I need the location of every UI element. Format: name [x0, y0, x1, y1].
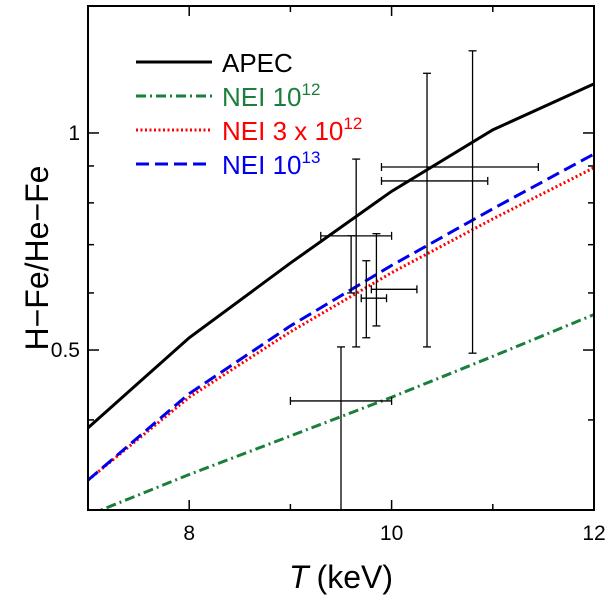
legend-label-2: NEI 3 x 1012 — [222, 114, 362, 146]
x-tick-label: 10 — [380, 522, 403, 545]
x-axis-label: T (keV) — [289, 559, 393, 595]
y-axis-label: H−Fe/He−Fe — [19, 166, 55, 351]
plot-frame — [87, 5, 595, 511]
data-point-8 — [468, 50, 477, 354]
data-point-3 — [370, 233, 418, 327]
x-tick-label: 12 — [582, 522, 605, 545]
data-point-5 — [423, 72, 432, 348]
series-line-3 — [88, 152, 594, 482]
legend-label-3: NEI 1013 — [222, 148, 320, 180]
data-points — [289, 50, 539, 510]
data-point-1 — [352, 158, 361, 348]
x-axis-label-var: T — [289, 559, 311, 595]
data-point-4 — [320, 231, 393, 294]
legend-label-0: APEC — [222, 48, 293, 78]
legend-label-1: NEI 1012 — [222, 80, 320, 112]
y-tick-label: 1 — [68, 122, 80, 145]
data-point-6 — [380, 163, 539, 172]
series-line-2 — [88, 166, 594, 482]
x-axis-label-unit: (keV) — [317, 559, 393, 595]
data-point-7 — [380, 176, 489, 185]
y-tick-label: 0.5 — [51, 339, 80, 362]
x-tick-label: 8 — [183, 522, 195, 545]
axes: 8 10 12 0.5 1 — [51, 6, 606, 545]
series-curves — [88, 82, 594, 510]
series-line-0 — [88, 82, 594, 429]
data-point-2 — [360, 260, 388, 339]
data-point-0 — [289, 346, 393, 510]
